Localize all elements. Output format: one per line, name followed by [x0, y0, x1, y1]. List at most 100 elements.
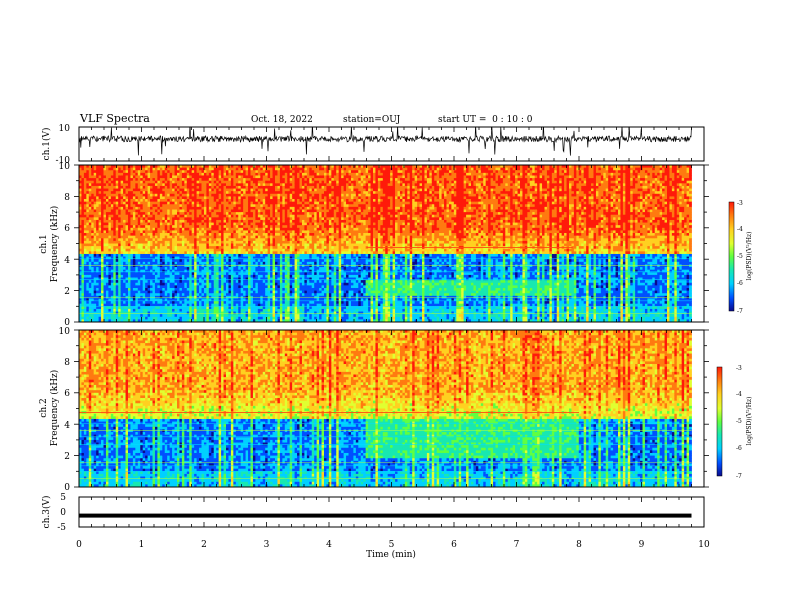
ch1-spectrogram-cell [270, 217, 273, 221]
ch1-spectrogram-cell [135, 301, 139, 305]
ch1-spectrogram-cell [181, 303, 185, 307]
ch1-spectrogram-cell [79, 287, 82, 291]
ch1-spectrogram-cell [177, 251, 180, 255]
ch1-spectrogram-cell [130, 170, 134, 174]
ch1-spectrogram-cell [233, 230, 237, 234]
ch1-spectrogram-cell [128, 267, 131, 271]
ch1-spectrogram-cell [216, 172, 220, 176]
ch1-spectrogram-cell [154, 235, 158, 239]
ch1-spectrogram-cell [130, 167, 134, 171]
ch1-spectrogram-cell [211, 264, 215, 268]
ch1-spectrogram-cell [172, 227, 175, 231]
ch1-spectrogram-cell [147, 314, 151, 318]
ch1-spectrogram-cell [191, 175, 195, 179]
ch1-spectrogram-cell [226, 306, 229, 310]
ch1-spectrogram-cell [113, 217, 117, 221]
ch1-spectrogram-cell [110, 193, 114, 197]
ch1-spectrogram-cell [174, 259, 178, 263]
ch1-spectrogram-cell [137, 212, 141, 216]
ch1-spectrogram-cell [252, 248, 256, 252]
ch1-spectrogram-cell [135, 308, 139, 312]
ch1-spectrogram-cell [248, 243, 251, 247]
ch1-spectrogram-cell [83, 267, 87, 271]
ch1-spectrogram-cell [154, 251, 158, 255]
ch1-spectrogram-cell [189, 170, 193, 174]
ch1-spectrogram-cell [265, 251, 269, 255]
ch1-spectrogram-cell [260, 303, 264, 307]
ch1-spectrogram-cell [83, 175, 87, 179]
ch1-spectrogram-cell [140, 183, 144, 187]
ch1-spectrogram-cell [235, 298, 239, 302]
ch1-spectrogram-cell [128, 219, 131, 223]
ch1-spectrogram-cell [169, 233, 173, 237]
ch1-spectrogram-cell [260, 217, 264, 221]
ch1-spectrogram-cell [265, 230, 269, 234]
ch1-spectrogram-cell [93, 212, 97, 216]
ch1-spectrogram-cell [275, 175, 278, 179]
ch1-spectrogram-cell [120, 172, 124, 176]
ch1-spectrogram-cell [199, 251, 202, 255]
ch1-spectrogram-cell [150, 282, 153, 286]
ch1-spectrogram-cell [162, 204, 166, 208]
ch1-spectrogram-cell [105, 206, 109, 210]
ch1-spectrogram-cell [238, 290, 242, 294]
ch1-spectrogram-cell [240, 199, 244, 203]
ch1-spectrogram-cell [157, 314, 161, 318]
ch1-spectrogram-cell [221, 222, 224, 226]
ch1-spectrogram-cell [235, 306, 239, 310]
ch1-spectrogram-cell [91, 293, 95, 297]
ch1-spectrogram-cell [218, 293, 222, 297]
ch1-spectrogram-cell [132, 185, 136, 189]
ch1-spectrogram-cell [79, 199, 82, 203]
ch1-spectrogram-cell [208, 227, 212, 231]
ch1-spectrogram-cell [201, 272, 205, 276]
ch1-spectrogram-cell [186, 316, 190, 320]
ch1-spectrogram-cell [110, 274, 114, 278]
ch1-spectrogram-cell [118, 233, 122, 237]
ch1-spectrogram-cell [191, 293, 195, 297]
ch1-spectrogram-cell [221, 314, 224, 318]
ch1-spectrogram-cell [159, 230, 163, 234]
ch1-spectrogram-cell [164, 248, 168, 252]
ch1-spectrogram-cell [216, 222, 220, 226]
ch1-spectrogram-cell [194, 280, 197, 284]
ch1-spectrogram-cell [208, 167, 212, 171]
ch1-spectrogram-cell [147, 233, 151, 237]
ch1-spectrogram-cell [167, 298, 171, 302]
ch1-spectrogram-cell [270, 238, 273, 242]
ch1-spectrogram-cell [262, 167, 266, 171]
ch1-spectrogram-cell [226, 319, 229, 323]
ch1-spectrogram-cell [226, 206, 229, 210]
ch1-spectrogram-cell [105, 274, 109, 278]
ch1-spectrogram-cell [159, 201, 163, 205]
ch1-spectrogram-cell [194, 261, 197, 265]
ch1-spectrogram-cell [265, 191, 269, 195]
ch1-spectrogram-cell [174, 206, 178, 210]
ch1-spectrogram-cell [270, 261, 273, 265]
ch1-spectrogram-cell [265, 214, 269, 218]
ch1-spectrogram-cell [83, 180, 87, 184]
ch1-spectrogram-cell [79, 246, 82, 250]
ch1-spectrogram-cell [172, 303, 175, 307]
ch1-spectrogram-cell [125, 285, 129, 289]
ch1-spectrogram-cell [233, 243, 237, 247]
ch1-spectrogram-cell [240, 282, 244, 286]
ch1-spectrogram-cell [179, 201, 183, 205]
ch1-spectrogram-cell [103, 298, 107, 302]
ch1-spectrogram-cell [135, 285, 139, 289]
ch1-spectrogram-cell [150, 319, 153, 323]
ch1-spectrogram-cell [113, 233, 117, 237]
ch1-spectrogram-cell [118, 285, 122, 289]
ch1-spectrogram-cell [91, 199, 95, 203]
ch1-spectrogram-cell [145, 277, 148, 281]
ch1-spectrogram-cell [135, 212, 139, 216]
ch1-spectrogram-cell [228, 191, 232, 195]
ch1-spectrogram-cell [164, 285, 168, 289]
ch1-spectrogram-cell [93, 272, 97, 276]
ch1-spectrogram-cell [179, 243, 183, 247]
ch1-spectrogram-cell [252, 238, 256, 242]
ch1-spectrogram-cell [91, 253, 95, 257]
ch1-spectrogram-cell [93, 282, 97, 286]
ch1-spectrogram-cell [275, 227, 278, 231]
ch1-spectrogram-cell [150, 217, 153, 221]
